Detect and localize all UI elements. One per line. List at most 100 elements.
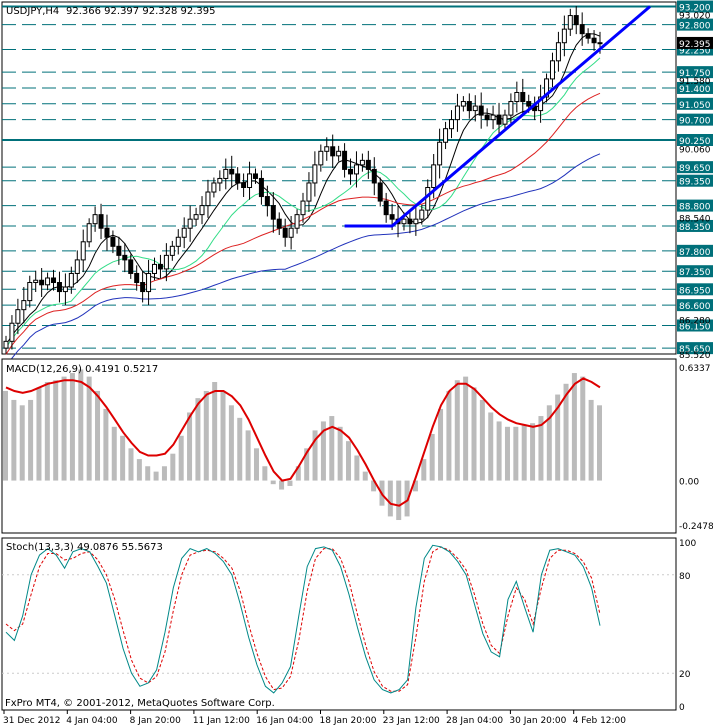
price-level-label: 86.950 xyxy=(679,286,711,296)
price-level-label: 85.650 xyxy=(679,345,711,355)
candle-body xyxy=(431,164,437,189)
candle-body xyxy=(134,272,140,284)
price-scale-label: 93.020 xyxy=(679,12,711,22)
candle-body xyxy=(377,182,383,202)
macd-histogram-bar xyxy=(304,448,310,481)
price-level-tag xyxy=(677,299,713,312)
candle-body xyxy=(62,286,68,293)
time-axis-label: 8 Jan 20:00 xyxy=(130,716,182,726)
macd-histogram-bar xyxy=(153,471,159,481)
price-axis: 93.200 92.800 92.250 91.750 91.400 91.050 90.7… xyxy=(677,0,713,361)
candle-body xyxy=(86,223,92,243)
macd-histogram-bar xyxy=(546,405,552,481)
macd-histogram-bar xyxy=(312,430,318,481)
candle-body xyxy=(413,218,419,225)
macd-histogram-bar xyxy=(128,448,134,481)
candle-body xyxy=(365,159,371,170)
time-axis-label: 16 Jan 04:00 xyxy=(256,716,313,726)
candle-body xyxy=(443,128,449,143)
macd-histogram-bar xyxy=(69,373,75,481)
price-level-label: 92.250 xyxy=(679,47,711,57)
candle-body xyxy=(3,340,9,349)
candle-body xyxy=(116,245,122,256)
macd-histogram-bar xyxy=(53,380,59,481)
candle-body xyxy=(33,279,39,284)
macd-histogram-bar xyxy=(212,382,218,481)
candle-body xyxy=(348,168,354,175)
price-level-tag xyxy=(677,113,713,126)
macd-histogram-bar xyxy=(588,399,594,481)
macd-histogram-bar xyxy=(120,435,126,481)
macd-histogram-bar xyxy=(195,398,201,481)
stoch-scale-label: 80 xyxy=(679,572,691,582)
candle-body xyxy=(157,263,163,270)
price-level-tag xyxy=(677,244,713,257)
candle-body xyxy=(252,173,258,179)
candle-body xyxy=(484,114,490,121)
candle-body xyxy=(193,214,199,220)
stoch-scale-label: 0 xyxy=(679,703,685,713)
stoch-pane-frame xyxy=(1,537,677,711)
price-level-label: 88.350 xyxy=(679,223,711,233)
price-level-label: 89.650 xyxy=(679,164,711,174)
price-level-lines xyxy=(2,5,676,349)
candle-body xyxy=(211,182,217,193)
macd-histogram-bar xyxy=(270,480,276,485)
candle-body xyxy=(241,182,247,189)
macd-histogram-bar xyxy=(421,459,427,481)
price-level-label: 88.800 xyxy=(679,203,711,213)
candle-body xyxy=(579,24,585,35)
macd-histogram-bar xyxy=(44,382,50,481)
candle-body xyxy=(460,101,466,107)
price-level-tag xyxy=(677,81,713,94)
candle-body xyxy=(526,101,532,107)
candle-body xyxy=(597,42,603,45)
price-level-tag xyxy=(677,0,713,13)
trendline xyxy=(344,5,651,228)
macd-scale-label: 0.6337 xyxy=(679,364,711,374)
macd-histogram-bar xyxy=(429,433,435,481)
candle-body xyxy=(520,91,526,103)
candle-body xyxy=(472,105,478,112)
candle-body xyxy=(306,182,312,202)
macd-histogram-bar xyxy=(362,471,368,481)
time-axis-label: 23 Jan 12:00 xyxy=(383,716,440,726)
macd-plot: 0.6337 0.00 -0.2478 xyxy=(3,364,713,532)
candle-body xyxy=(56,282,62,293)
macd-histogram-bar xyxy=(538,416,544,481)
price-scale-label: 91.580 xyxy=(679,77,711,87)
macd-histogram-bar xyxy=(337,426,343,481)
candle-body xyxy=(199,205,205,216)
price-level-label: 89.350 xyxy=(679,178,711,188)
price-scale-label: 85.520 xyxy=(679,351,711,361)
candle-body xyxy=(478,105,484,116)
candle-body xyxy=(92,214,98,225)
price-level-tag xyxy=(677,265,713,278)
candle-body xyxy=(282,227,288,238)
time-axis-label: 4 Jan 04:00 xyxy=(66,716,118,726)
current-price-tag xyxy=(677,36,713,49)
price-level-label: 90.700 xyxy=(679,117,711,127)
candle-body xyxy=(247,173,253,189)
price-level-tag xyxy=(677,18,713,31)
macd-histogram-bar xyxy=(412,480,418,492)
price-level-label: 91.750 xyxy=(679,69,711,79)
time-axis-label: 11 Jan 12:00 xyxy=(193,716,250,726)
candle-body xyxy=(383,200,389,216)
macd-histogram-bar xyxy=(295,466,301,481)
candle-body xyxy=(104,227,110,238)
candle-body xyxy=(544,78,550,98)
macd-histogram-bar xyxy=(571,373,577,481)
macd-histogram-bar xyxy=(220,390,226,481)
candle-body xyxy=(110,236,116,247)
macd-histogram-bar xyxy=(170,453,176,481)
macd-histogram-bar xyxy=(228,405,234,481)
macd-histogram-bar xyxy=(597,405,602,481)
candle-body xyxy=(300,200,306,216)
stoch-main-line xyxy=(5,544,601,694)
macd-histogram-bar xyxy=(78,369,84,481)
macd-histogram-bar xyxy=(203,390,209,481)
candle-body xyxy=(152,263,157,274)
price-level-label: 91.400 xyxy=(679,85,711,95)
macd-histogram-bar xyxy=(136,459,142,481)
